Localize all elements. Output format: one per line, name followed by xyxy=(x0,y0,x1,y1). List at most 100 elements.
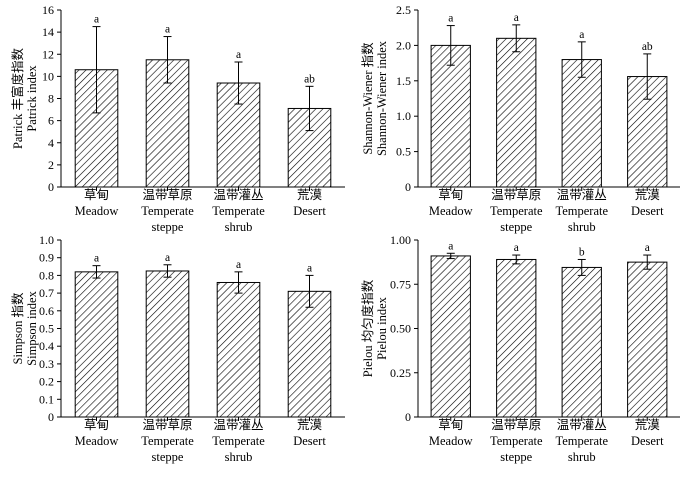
x-category-label: Temperate xyxy=(212,434,265,448)
x-category-label: Temperate xyxy=(212,204,265,218)
x-category-label: Temperate xyxy=(490,434,543,448)
x-category-label: steppe xyxy=(500,450,532,464)
y-axis-title-en: Patrick index xyxy=(25,65,39,132)
y-tick-label: 0.2 xyxy=(39,375,54,389)
significance-label: a xyxy=(579,29,584,41)
bar xyxy=(430,44,471,188)
significance-label: a xyxy=(236,49,241,61)
x-category-label: 温带灌丛 xyxy=(213,188,263,202)
x-category-label: Temperate xyxy=(141,434,194,448)
significance-label: a xyxy=(448,13,453,25)
x-category-label: 温带灌丛 xyxy=(557,418,607,432)
y-tick-label: 0.6 xyxy=(39,304,54,318)
significance-label: ab xyxy=(642,41,653,53)
bar xyxy=(287,290,332,418)
y-tick-label: 12 xyxy=(42,47,54,61)
x-category-label: 温带草原 xyxy=(142,418,192,432)
y-axis-title: Pielou 均匀度指数 xyxy=(360,279,375,377)
x-category-label: Temperate xyxy=(141,204,194,218)
x-category-label: 温带草原 xyxy=(491,188,541,202)
y-tick-label: 0.75 xyxy=(390,277,411,291)
y-tick-label: 0 xyxy=(48,180,54,194)
y-tick-label: 1.00 xyxy=(390,233,411,247)
y-axis-title: Shannon-Wiener 指数 xyxy=(360,42,375,155)
y-tick-label: 0 xyxy=(48,410,54,424)
x-category-label: Meadow xyxy=(75,204,119,218)
y-tick-label: 2 xyxy=(48,158,54,172)
significance-label: a xyxy=(94,253,99,265)
x-category-label: Temperate xyxy=(555,434,608,448)
bar xyxy=(561,59,602,188)
y-tick-label: 1.0 xyxy=(396,109,411,123)
y-tick-label: 10 xyxy=(42,69,54,83)
x-category-label: Desert xyxy=(631,434,664,448)
chart-panel-3: 0 0.1 0.2 0.3 0.4 0.5 0.6 0.7 0.8 0.9 1.0 Simpson 指… xyxy=(10,233,345,464)
y-axis-title-en: Shannon-Wiener index xyxy=(375,40,389,156)
x-category-label: shrub xyxy=(568,220,596,234)
x-category-label: 温带草原 xyxy=(142,188,192,202)
x-category-label: shrub xyxy=(568,450,596,464)
bar xyxy=(496,37,537,188)
x-category-label: shrub xyxy=(225,220,253,234)
y-tick-label: 1.5 xyxy=(396,74,411,88)
y-tick-label: 16 xyxy=(42,3,54,17)
significance-label: a xyxy=(448,240,453,252)
y-tick-label: 0.50 xyxy=(390,322,411,336)
significance-label: a xyxy=(165,24,170,36)
significance-label: a xyxy=(514,12,519,24)
x-category-label: 荒漠 xyxy=(297,418,323,432)
y-tick-label: 8 xyxy=(48,92,54,106)
x-category-label: steppe xyxy=(500,220,532,234)
significance-label: ab xyxy=(304,73,315,85)
x-category-label: 荒漠 xyxy=(297,188,323,202)
x-category-label: shrub xyxy=(225,450,253,464)
y-tick-label: 0.4 xyxy=(39,339,54,353)
y-tick-label: 1.0 xyxy=(39,233,54,247)
y-tick-label: 0.25 xyxy=(390,366,411,380)
x-category-label: Meadow xyxy=(429,434,473,448)
x-category-label: 草甸 xyxy=(84,188,109,202)
x-category-label: steppe xyxy=(152,450,184,464)
y-axis-title-en: Pielou index xyxy=(375,296,389,360)
y-tick-label: 0.9 xyxy=(39,251,54,265)
x-category-label: Desert xyxy=(631,204,664,218)
x-category-label: Desert xyxy=(293,204,326,218)
x-category-label: 草甸 xyxy=(438,188,463,202)
chart-panel-4: 0 0.25 0.50 0.75 1.00 Pielou 均匀度指数 Pielou inde… xyxy=(360,233,680,464)
x-category-label: 温带灌丛 xyxy=(557,188,607,202)
x-category-label: Meadow xyxy=(429,204,473,218)
significance-label: a xyxy=(514,242,519,254)
y-axis-title-en: Simpson index xyxy=(25,290,39,365)
significance-label: a xyxy=(236,259,241,271)
significance-label: a xyxy=(94,14,99,26)
y-tick-label: 0 xyxy=(405,410,411,424)
y-tick-label: 0.1 xyxy=(39,392,54,406)
bar xyxy=(216,281,261,418)
y-tick-label: 0.3 xyxy=(39,357,54,371)
x-category-label: Temperate xyxy=(490,204,543,218)
y-axis-title: Simpson 指数 xyxy=(10,292,25,364)
y-axis-title: Patrick 丰富度指数 xyxy=(10,47,25,149)
significance-label: b xyxy=(579,246,585,258)
x-category-label: 草甸 xyxy=(438,418,463,432)
y-tick-label: 4 xyxy=(48,136,54,150)
chart-panel-1: 0 2 4 6 8 10 12 14 16 Patrick 丰富度指数 Patrick index a… xyxy=(10,3,345,234)
y-tick-label: 2.0 xyxy=(396,38,411,52)
significance-label: a xyxy=(645,242,650,254)
bar xyxy=(145,270,190,418)
x-category-label: 温带灌丛 xyxy=(213,418,263,432)
x-category-label: steppe xyxy=(152,220,184,234)
significance-label: a xyxy=(307,262,312,274)
y-tick-label: 6 xyxy=(48,114,54,128)
bar xyxy=(561,266,602,418)
bar xyxy=(74,271,119,418)
significance-label: a xyxy=(165,252,170,264)
x-category-label: Temperate xyxy=(555,204,608,218)
x-category-label: 荒漠 xyxy=(635,188,661,202)
y-tick-label: 0 xyxy=(405,180,411,194)
x-category-label: 荒漠 xyxy=(635,418,661,432)
chart-panel-2: 0 0.5 1.0 1.5 2.0 2.5 Shannon-Wiener 指数 Shannon… xyxy=(360,3,680,234)
y-tick-label: 2.5 xyxy=(396,3,411,17)
